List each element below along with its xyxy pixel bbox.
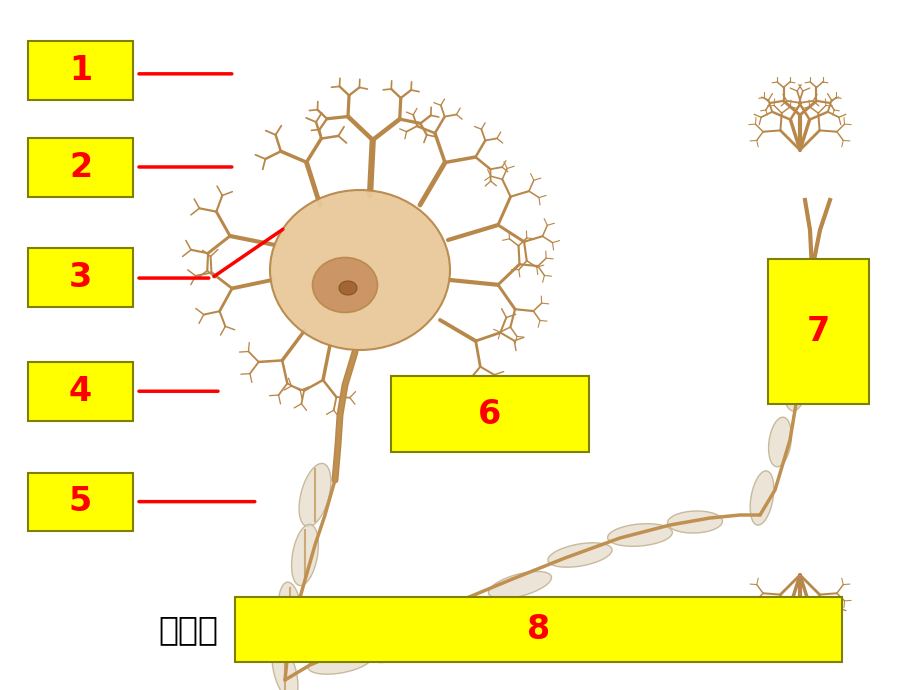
Ellipse shape bbox=[767, 417, 790, 467]
Ellipse shape bbox=[793, 308, 815, 356]
Ellipse shape bbox=[299, 464, 331, 526]
FancyBboxPatch shape bbox=[391, 376, 588, 452]
FancyBboxPatch shape bbox=[28, 473, 133, 531]
Ellipse shape bbox=[783, 363, 805, 411]
Ellipse shape bbox=[291, 524, 318, 586]
Text: 功能：: 功能： bbox=[158, 613, 219, 647]
Ellipse shape bbox=[338, 281, 357, 295]
Ellipse shape bbox=[272, 644, 298, 690]
Ellipse shape bbox=[488, 571, 550, 598]
Text: 2: 2 bbox=[69, 151, 92, 184]
Ellipse shape bbox=[667, 511, 721, 533]
Ellipse shape bbox=[308, 650, 371, 674]
Ellipse shape bbox=[429, 604, 490, 636]
Ellipse shape bbox=[369, 633, 431, 662]
Text: 8: 8 bbox=[526, 613, 550, 646]
FancyBboxPatch shape bbox=[28, 362, 133, 421]
Ellipse shape bbox=[607, 524, 672, 546]
FancyBboxPatch shape bbox=[28, 138, 133, 197]
Text: 5: 5 bbox=[69, 486, 92, 518]
Ellipse shape bbox=[749, 471, 773, 525]
Text: 3: 3 bbox=[69, 262, 92, 294]
FancyBboxPatch shape bbox=[28, 41, 133, 100]
FancyBboxPatch shape bbox=[767, 259, 868, 404]
Text: 4: 4 bbox=[69, 375, 92, 408]
Ellipse shape bbox=[548, 543, 611, 567]
Text: 1: 1 bbox=[69, 55, 92, 87]
Ellipse shape bbox=[269, 190, 449, 350]
Text: 7: 7 bbox=[806, 315, 830, 348]
Ellipse shape bbox=[312, 257, 377, 313]
Ellipse shape bbox=[278, 582, 301, 642]
FancyBboxPatch shape bbox=[234, 597, 841, 662]
FancyBboxPatch shape bbox=[28, 248, 133, 307]
Text: 6: 6 bbox=[478, 397, 501, 431]
